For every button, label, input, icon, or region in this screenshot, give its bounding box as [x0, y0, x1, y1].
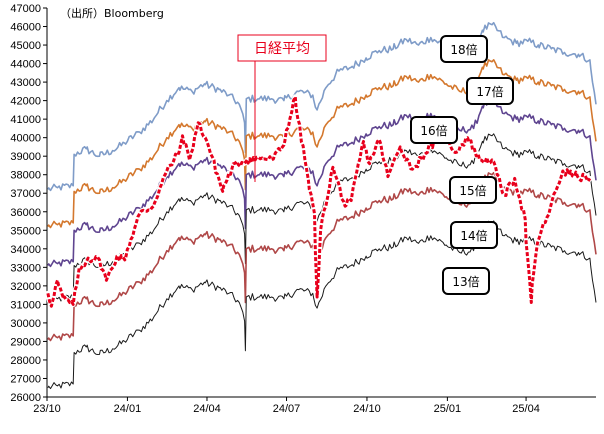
per-label-box [449, 176, 497, 204]
y-tick-label: 40000 [10, 133, 41, 145]
per-label-box [442, 267, 490, 295]
per-label-text: 13倍 [452, 274, 479, 289]
y-tick-label: 45000 [10, 40, 41, 52]
x-tick-label: 25/04 [512, 403, 540, 415]
nikkei-line [45, 94, 593, 309]
series-line-16x [47, 97, 597, 268]
per-label-text: 15倍 [459, 183, 486, 198]
x-tick-label: 25/01 [434, 403, 462, 415]
nikkei-line-path [46, 95, 592, 308]
per-label-box [440, 35, 488, 63]
per-label-box [466, 77, 514, 105]
per-label-text: 18倍 [450, 42, 477, 57]
x-tick-label: 24/01 [114, 403, 142, 415]
y-tick-label: 28000 [10, 355, 41, 367]
x-tick-label: 24/04 [193, 403, 221, 415]
y-tick-label: 33000 [10, 262, 41, 274]
y-tick-label: 35000 [10, 225, 41, 237]
title-box [237, 34, 327, 62]
per-label-text: 16倍 [420, 123, 447, 138]
y-tick-label: 42000 [10, 96, 41, 108]
source-note: （出所）Bloomberg [60, 6, 164, 20]
y-tick-label: 43000 [10, 77, 41, 89]
y-tick-label: 44000 [10, 59, 41, 71]
series-line-14x [47, 171, 597, 342]
axes: 26000 27000 28000 29000 30000 31000 32000 33000… [10, 3, 596, 415]
y-tick-label: 32000 [10, 281, 41, 293]
y-tick-label: 26000 [10, 392, 41, 404]
y-tick-label: 31000 [10, 299, 41, 311]
per-label-box [410, 116, 458, 144]
per-label-text: 14倍 [460, 228, 487, 243]
x-tick-label: 24/10 [353, 403, 381, 415]
per-label-text: 17倍 [476, 84, 503, 99]
y-tick-label: 37000 [10, 188, 41, 200]
y-tick-label: 36000 [10, 207, 41, 219]
title-label: 日経平均 [254, 41, 310, 57]
y-tick-label: 27000 [10, 373, 41, 385]
y-tick-label: 29000 [10, 336, 41, 348]
per-label-box [450, 221, 498, 249]
per-labels: 18倍 17倍 16倍 15倍 14倍 13倍 [410, 35, 514, 295]
series-line-15x [47, 133, 597, 303]
per-series-lines [47, 21, 597, 390]
y-tick-label: 47000 [10, 3, 41, 15]
y-tick-label: 38000 [10, 170, 41, 182]
y-tick-label: 39000 [10, 151, 41, 163]
series-line-18x [47, 21, 597, 192]
y-tick-label: 30000 [10, 318, 41, 330]
series-line-13x [47, 220, 597, 390]
y-tick-label: 34000 [10, 244, 41, 256]
y-tick-label: 41000 [10, 114, 41, 126]
x-tick-label: 23/10 [33, 403, 61, 415]
series-line-17x [47, 59, 597, 229]
chart-title: 日経平均 [237, 34, 327, 182]
y-tick-label: 46000 [10, 22, 41, 34]
x-tick-label: 24/07 [273, 403, 301, 415]
